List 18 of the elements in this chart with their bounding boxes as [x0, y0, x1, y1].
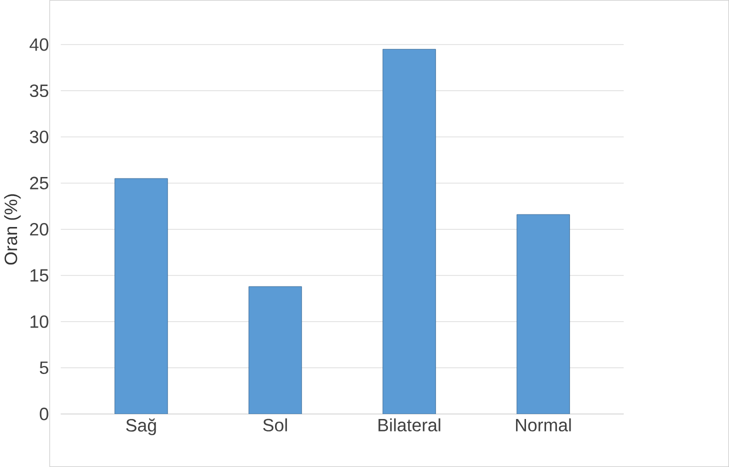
x-tick-label: Bilateral [378, 418, 440, 432]
x-tick-label: Normal [516, 418, 571, 432]
y-axis-title: Oran (%) [4, 194, 21, 265]
y-tick-label: 25 [30, 176, 48, 190]
bar [382, 48, 436, 414]
bar [248, 286, 302, 414]
y-tick-label: 15 [30, 269, 48, 282]
y-tick-label: 40 [30, 38, 48, 51]
y-tick-label: 30 [30, 130, 48, 144]
y-tick-label: 10 [30, 315, 48, 328]
bar [516, 214, 570, 414]
x-tick-label: Sağ [126, 418, 156, 436]
y-tick-label: 5 [40, 362, 48, 374]
y-tick-label: 20 [30, 222, 48, 236]
y-tick-label: 0 [40, 408, 48, 420]
x-tick-label: Sol [263, 418, 287, 432]
y-tick-label: 35 [30, 84, 48, 98]
bar [114, 178, 168, 414]
